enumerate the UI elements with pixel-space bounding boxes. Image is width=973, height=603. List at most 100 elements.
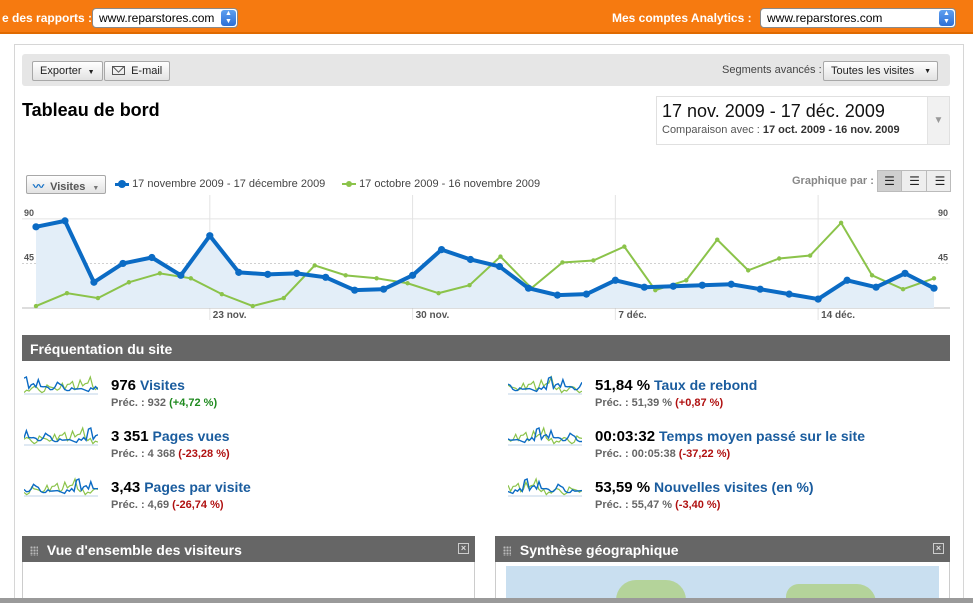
current-series-point (698, 281, 706, 289)
current-series-point (293, 269, 301, 277)
x-tick-label: 14 déc. (821, 310, 855, 321)
sparkline-previous (24, 426, 98, 445)
current-series-point (380, 285, 388, 293)
sparkline-current (24, 375, 98, 393)
select-arrows-icon: ▲ ▼ (221, 10, 236, 26)
email-button[interactable]: E-mail (104, 61, 171, 81)
sparkline-current (508, 477, 582, 495)
previous-series-point (157, 271, 163, 276)
metric-value: 53,59 % (595, 479, 651, 496)
legend-current-label: 17 novembre 2009 - 17 décembre 2009 (132, 178, 326, 190)
export-button-label: Exporter (40, 65, 82, 77)
accounts-site-select[interactable]: www.reparstores.com ▲ ▼ (760, 8, 956, 28)
current-series-point (524, 284, 533, 292)
map-land (616, 580, 686, 603)
current-series-point (61, 217, 69, 225)
segments-select[interactable]: Toutes les visites ▼ (823, 61, 938, 81)
segments-select-value: Toutes les visites (831, 65, 915, 77)
metric-link[interactable]: Taux de rebond (654, 377, 758, 393)
y-tick-label: 45 (938, 252, 948, 262)
metric-value: 3,43 (111, 479, 141, 496)
previous-series-point (684, 278, 689, 283)
legend-current: 17 novembre 2009 - 17 décembre 2009 (115, 178, 325, 190)
current-series-point (322, 273, 330, 281)
current-series-point (640, 283, 648, 291)
legend-previous-marker (342, 181, 356, 188)
current-series-point (119, 259, 127, 268)
previous-series-point (931, 276, 937, 281)
metric-value: 976 (111, 377, 137, 394)
metric-value: 3 351 (111, 428, 149, 445)
visitors-overview-header[interactable]: Vue d'ensemble des visiteurs × (22, 536, 475, 562)
comparison-range: Comparaison avec : 17 oct. 2009 - 16 nov… (662, 124, 900, 136)
close-icon[interactable]: × (933, 543, 944, 554)
metric-link[interactable]: Temps moyen passé sur le site (659, 428, 865, 444)
current-series-point (351, 286, 359, 294)
previous-series-point (374, 276, 379, 281)
email-button-label: E-mail (131, 65, 163, 77)
list-view-icon: ☰ (884, 174, 895, 188)
metric-link[interactable]: Pages par visite (144, 479, 251, 495)
segments-label: Segments avancés : (722, 64, 822, 76)
metric-delta: (-37,22 %) (678, 448, 731, 460)
sparkline-new-visits (508, 477, 582, 497)
previous-series-point (622, 244, 627, 249)
graph-by-day-button[interactable]: ☰ (878, 171, 902, 191)
accounts-label: Mes comptes Analytics : (612, 11, 752, 25)
graph-by-month-button[interactable]: ☰ (928, 171, 952, 191)
sparkline-baseline (24, 444, 98, 446)
geo-summary-title: Synthèse géographique (519, 542, 679, 558)
sparkline-current (508, 375, 582, 393)
geo-summary-body (495, 562, 950, 603)
metric-delta: (+4,72 %) (169, 397, 218, 409)
date-range-picker[interactable]: 17 nov. 2009 - 17 déc. 2009 Comparaison … (656, 96, 950, 145)
current-series-point (177, 271, 185, 279)
export-button[interactable]: Exporter ▼ (32, 61, 103, 81)
metric-previous: Préc. : 00:05:38 (595, 448, 676, 460)
reports-label: e des rapports : (2, 11, 93, 25)
sparkline-pageviews (24, 426, 98, 446)
sparkline-baseline (508, 393, 582, 395)
previous-series-point (126, 280, 132, 285)
previous-series-line (35, 221, 935, 308)
graph-by-toggle: ☰ ☰ ☰ (877, 170, 951, 192)
geo-summary-header[interactable]: Synthèse géographique × (495, 536, 950, 562)
visitors-overview-body (22, 562, 475, 603)
sparkline-previous (508, 477, 582, 496)
metric-previous: Préc. : 4,69 (111, 499, 170, 511)
previous-series-point (838, 220, 844, 226)
visitors-overview-title: Vue d'ensemble des visiteurs (46, 542, 242, 558)
metric-link[interactable]: Visites (140, 377, 185, 393)
drag-handle-icon (30, 546, 38, 557)
chevron-down-icon[interactable]: ▼ (927, 97, 949, 144)
reports-site-select[interactable]: www.reparstores.com ▲ ▼ (92, 8, 238, 28)
current-series-point (206, 232, 214, 240)
sparkline-pages-per-visit (24, 477, 98, 497)
metric-link[interactable]: Pages vues (152, 428, 230, 444)
world-map (506, 566, 939, 603)
sparkline-baseline (24, 393, 98, 395)
current-series-point (843, 276, 851, 284)
graph-by-week-button[interactable]: ☰ (903, 171, 927, 191)
current-series-line (35, 218, 935, 302)
metric-delta: (-3,40 %) (675, 499, 721, 511)
previous-series-point (591, 258, 596, 263)
current-series-point (495, 262, 504, 271)
legend-previous: 17 octobre 2009 - 16 novembre 2009 (342, 178, 540, 190)
site-usage-title: Fréquentation du site (30, 341, 173, 357)
comparison-prefix: Comparaison avec : (662, 124, 760, 136)
previous-series-point (250, 303, 255, 309)
sparkline-previous (508, 426, 582, 445)
metric-select-button[interactable]: 〰 Visites ▼ (26, 175, 107, 194)
sparkline-visits (24, 375, 98, 395)
previous-series-point (900, 286, 906, 292)
sparkline-baseline (508, 444, 582, 446)
previous-series-point (312, 263, 317, 268)
sparkline-previous (508, 375, 582, 394)
close-icon[interactable]: × (458, 543, 469, 554)
current-series-point (264, 270, 272, 278)
metric-link[interactable]: Nouvelles visites (en %) (654, 479, 814, 495)
sparkline-current (24, 477, 98, 495)
previous-series-point (498, 254, 503, 259)
current-series-point (148, 253, 156, 262)
